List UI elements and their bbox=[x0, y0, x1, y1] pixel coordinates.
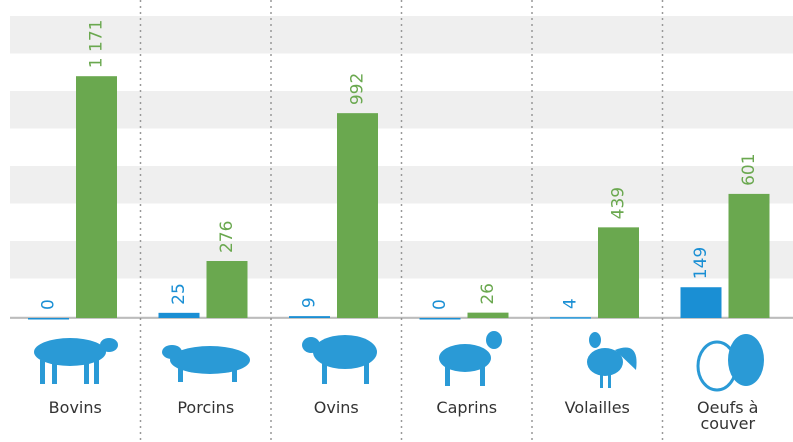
x-tick-label: Volailles bbox=[547, 400, 647, 416]
x-tick-label: Caprins bbox=[417, 400, 517, 416]
grid-stripe bbox=[10, 16, 793, 54]
x-tick-label: Oeufs à couver bbox=[688, 400, 768, 432]
value-label: 992 bbox=[348, 73, 368, 105]
goat-icon bbox=[439, 331, 502, 386]
value-label: 276 bbox=[217, 221, 237, 253]
value-label: 4 bbox=[561, 298, 581, 309]
value-label: 0 bbox=[430, 299, 450, 310]
bar bbox=[729, 194, 770, 318]
bar bbox=[598, 227, 639, 318]
bar bbox=[420, 318, 461, 320]
eggs-icon bbox=[698, 334, 764, 390]
value-label: 149 bbox=[691, 247, 711, 279]
value-label: 0 bbox=[39, 299, 59, 310]
bar bbox=[550, 317, 591, 319]
bar bbox=[28, 318, 69, 320]
bar bbox=[289, 316, 330, 318]
x-tick-label: Bovins bbox=[25, 400, 125, 416]
value-label: 9 bbox=[300, 297, 320, 308]
value-label: 439 bbox=[609, 187, 629, 219]
value-label: 26 bbox=[478, 283, 498, 305]
cow-icon bbox=[34, 338, 118, 384]
chart: 0 1 171 25 276 9 992 0 26 4 439 149 601 Bovins Porci… bbox=[0, 0, 793, 442]
sheep-icon bbox=[302, 335, 377, 384]
x-tick-label: Porcins bbox=[156, 400, 256, 416]
value-label: 1 171 bbox=[87, 20, 107, 69]
pig-icon bbox=[162, 345, 250, 382]
bar bbox=[76, 76, 117, 318]
x-tick-label: Ovins bbox=[286, 400, 386, 416]
value-label: 25 bbox=[169, 283, 189, 305]
bar bbox=[681, 287, 722, 318]
bar bbox=[337, 113, 378, 318]
grid-stripe bbox=[10, 166, 793, 204]
value-label: 601 bbox=[739, 153, 759, 185]
bar bbox=[159, 313, 200, 318]
rooster-icon bbox=[587, 332, 637, 388]
bar bbox=[468, 313, 509, 318]
bar bbox=[207, 261, 248, 318]
chart-svg: 0 1 171 25 276 9 992 0 26 4 439 149 601 bbox=[0, 0, 793, 442]
